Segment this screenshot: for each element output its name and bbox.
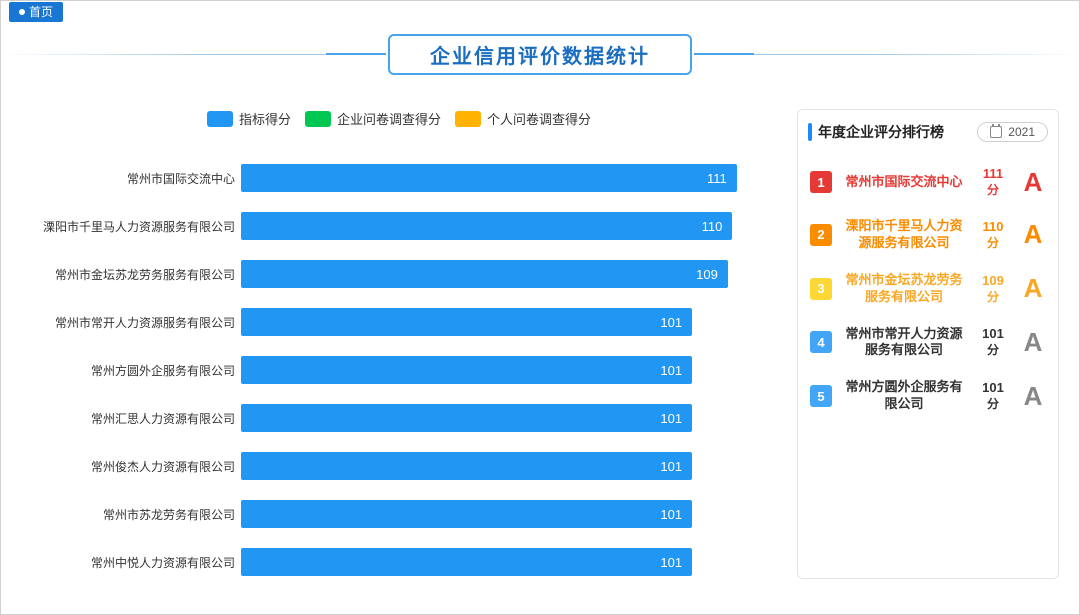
bar[interactable]: 101 xyxy=(241,500,692,528)
rank-item[interactable]: 4 常州市常开人力资源服务有限公司 101分 A xyxy=(808,316,1048,370)
rank-badge: 2 xyxy=(810,224,832,246)
legend-swatch-icon xyxy=(305,111,331,127)
bar-track: 101 xyxy=(241,404,777,432)
legend-item[interactable]: 指标得分 xyxy=(207,109,291,128)
ranking-list: 1 常州市国际交流中心 111分 A 2 溧阳市千里马人力资源服务有限公司 110分 A 3 常州… xyxy=(808,156,1048,423)
bar[interactable]: 101 xyxy=(241,452,692,480)
bar[interactable]: 101 xyxy=(241,404,692,432)
chart-row-label: 常州方圆外企服务有限公司 xyxy=(21,362,241,379)
legend-label: 个人问卷调查得分 xyxy=(487,109,591,128)
chart-row-label: 常州汇思人力资源有限公司 xyxy=(21,410,241,427)
bar-track: 101 xyxy=(241,308,777,336)
ranking-title: 年度企业评分排行榜 xyxy=(808,122,944,142)
rank-grade: A xyxy=(1020,219,1046,250)
bar[interactable]: 101 xyxy=(241,356,692,384)
rank-score: 109分 xyxy=(976,273,1010,305)
rank-grade: A xyxy=(1020,381,1046,412)
bar-track: 101 xyxy=(241,452,777,480)
rank-score: 111分 xyxy=(976,166,1010,198)
banner-wrap: 企业信用评价数据统计 xyxy=(1,29,1079,79)
bar[interactable]: 109 xyxy=(241,260,728,288)
rank-name: 溧阳市千里马人力资源服务有限公司 xyxy=(842,218,966,252)
chart-row: 溧阳市千里马人力资源服务有限公司110 xyxy=(21,202,777,250)
chart-row-label: 常州市苏龙劳务有限公司 xyxy=(21,506,241,523)
bar[interactable]: 101 xyxy=(241,548,692,576)
rank-score: 110分 xyxy=(976,219,1010,251)
rank-score: 101分 xyxy=(976,326,1010,358)
nav-dot-icon xyxy=(19,9,25,15)
year-value: 2021 xyxy=(1008,125,1035,139)
chart-row-label: 常州市国际交流中心 xyxy=(21,170,241,187)
rank-name: 常州市金坛苏龙劳务服务有限公司 xyxy=(842,272,966,306)
rank-grade: A xyxy=(1020,327,1046,358)
chart-area: 指标得分企业问卷调查得分个人问卷调查得分 常州市国际交流中心111溧阳市千里马人… xyxy=(21,109,777,586)
rank-name: 常州方圆外企服务有限公司 xyxy=(842,379,966,413)
legend-label: 指标得分 xyxy=(239,109,291,128)
chart-row-label: 常州市常开人力资源服务有限公司 xyxy=(21,314,241,331)
nav-home-label: 首页 xyxy=(29,3,53,20)
chart-row: 常州俊杰人力资源有限公司101 xyxy=(21,442,777,490)
bar-track: 101 xyxy=(241,500,777,528)
top-nav: 首页 xyxy=(1,1,1079,23)
year-selector[interactable]: 2021 xyxy=(977,122,1048,142)
rank-badge: 5 xyxy=(810,385,832,407)
legend-swatch-icon xyxy=(207,111,233,127)
ranking-title-text: 年度企业评分排行榜 xyxy=(818,122,944,142)
chart-row: 常州市国际交流中心111 xyxy=(21,154,777,202)
main: 指标得分企业问卷调查得分个人问卷调查得分 常州市国际交流中心111溧阳市千里马人… xyxy=(1,79,1079,586)
legend-item[interactable]: 个人问卷调查得分 xyxy=(455,109,591,128)
calendar-icon xyxy=(990,126,1002,138)
rank-grade: A xyxy=(1020,167,1046,198)
chart-row-label: 常州俊杰人力资源有限公司 xyxy=(21,458,241,475)
rank-name: 常州市常开人力资源服务有限公司 xyxy=(842,326,966,360)
chart-row-label: 溧阳市千里马人力资源服务有限公司 xyxy=(21,218,241,235)
chart-row: 常州方圆外企服务有限公司101 xyxy=(21,346,777,394)
bar-track: 101 xyxy=(241,356,777,384)
chart-row-label: 常州市金坛苏龙劳务服务有限公司 xyxy=(21,266,241,283)
chart-row: 常州中悦人力资源有限公司101 xyxy=(21,538,777,586)
rank-item[interactable]: 1 常州市国际交流中心 111分 A xyxy=(808,156,1048,208)
rank-badge: 3 xyxy=(810,278,832,300)
chart-row: 常州市金坛苏龙劳务服务有限公司109 xyxy=(21,250,777,298)
bar-track: 110 xyxy=(241,212,777,240)
rank-grade: A xyxy=(1020,273,1046,304)
legend-label: 企业问卷调查得分 xyxy=(337,109,441,128)
rank-item[interactable]: 5 常州方圆外企服务有限公司 101分 A xyxy=(808,369,1048,423)
nav-home[interactable]: 首页 xyxy=(9,2,63,22)
chart-row: 常州汇思人力资源有限公司101 xyxy=(21,394,777,442)
bar-track: 101 xyxy=(241,548,777,576)
rank-item[interactable]: 2 溧阳市千里马人力资源服务有限公司 110分 A xyxy=(808,208,1048,262)
legend-swatch-icon xyxy=(455,111,481,127)
chart-row-label: 常州中悦人力资源有限公司 xyxy=(21,554,241,571)
chart-legend: 指标得分 企业问卷调查得分 个人问卷调查得分 xyxy=(21,109,777,128)
page-title: 企业信用评价数据统计 xyxy=(388,34,692,75)
ranking-panel: 年度企业评分排行榜 2021 1 常州市国际交流中心 111分 A 2 溧阳市千里马人力资… xyxy=(797,109,1059,579)
rank-score: 101分 xyxy=(976,380,1010,412)
ranking-header: 年度企业评分排行榜 2021 xyxy=(808,122,1048,142)
legend-item[interactable]: 企业问卷调查得分 xyxy=(305,109,441,128)
chart-row: 常州市苏龙劳务有限公司101 xyxy=(21,490,777,538)
chart-row: 常州市常开人力资源服务有限公司101 xyxy=(21,298,777,346)
rank-badge: 1 xyxy=(810,171,832,193)
rank-item[interactable]: 3 常州市金坛苏龙劳务服务有限公司 109分 A xyxy=(808,262,1048,316)
chart-rows: 常州市国际交流中心111溧阳市千里马人力资源服务有限公司110常州市金坛苏龙劳务… xyxy=(21,154,777,586)
bar[interactable]: 111 xyxy=(241,164,737,192)
bar[interactable]: 110 xyxy=(241,212,732,240)
bar[interactable]: 101 xyxy=(241,308,692,336)
rank-name: 常州市国际交流中心 xyxy=(842,174,966,191)
rank-badge: 4 xyxy=(810,331,832,353)
bar-track: 109 xyxy=(241,260,777,288)
bar-track: 111 xyxy=(241,164,777,192)
accent-bar-icon xyxy=(808,123,812,141)
